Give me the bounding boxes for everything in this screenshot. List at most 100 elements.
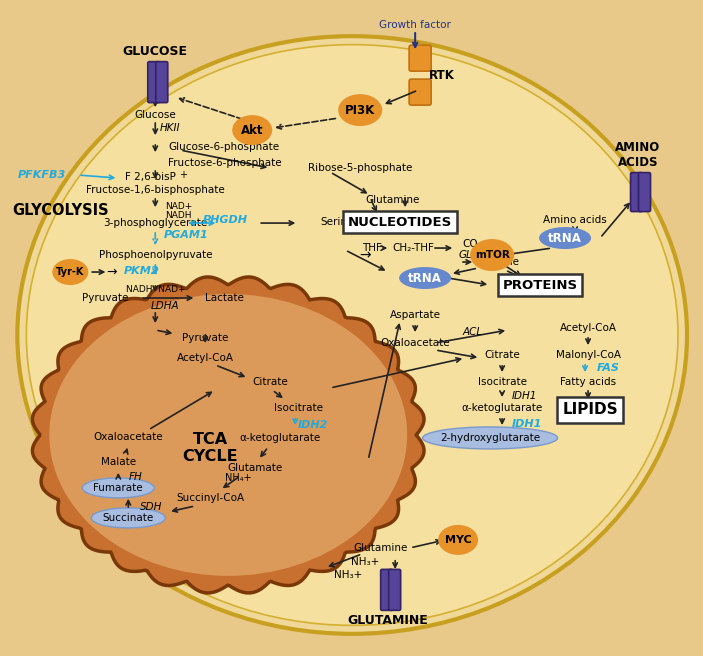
Text: MYC: MYC [445,535,472,545]
Text: Glutamate: Glutamate [228,463,283,473]
Text: Glutamine: Glutamine [365,195,420,205]
Text: NH₄+: NH₄+ [225,473,252,483]
Text: 2-hydroxyglutarate: 2-hydroxyglutarate [440,433,540,443]
Text: +: + [179,170,187,180]
Ellipse shape [49,294,407,576]
Ellipse shape [18,36,687,634]
Text: Glycine: Glycine [480,257,519,267]
Text: Ribose-5-phosphate: Ribose-5-phosphate [308,163,413,173]
Text: RTK: RTK [430,69,455,81]
Text: PGAM1: PGAM1 [163,230,208,240]
Text: α-ketoglutarate: α-ketoglutarate [240,433,321,443]
Ellipse shape [82,478,154,498]
Ellipse shape [26,45,678,625]
Text: →: → [359,248,371,262]
Ellipse shape [539,227,591,249]
Text: GLUTAMINE: GLUTAMINE [348,614,429,627]
Text: PFKFB3: PFKFB3 [18,170,67,180]
Text: Oxaloacetate: Oxaloacetate [380,338,450,348]
Text: Citrate: Citrate [484,350,520,360]
Text: F 2,6-bisP: F 2,6-bisP [125,172,176,182]
Text: 3-phosphoglycerate: 3-phosphoglycerate [103,218,207,228]
Text: NH₃+: NH₃+ [334,570,362,580]
Ellipse shape [438,525,478,555]
Text: tRNA: tRNA [548,232,582,245]
Text: Fructose-1,6-bisphosphate: Fructose-1,6-bisphosphate [86,185,225,195]
Text: Oxaloacetate: Oxaloacetate [93,432,163,442]
Text: Lactate: Lactate [205,293,244,303]
Text: Pyruvate: Pyruvate [182,333,228,343]
Text: PHGDH: PHGDH [202,215,247,225]
Text: Glucose-6-phosphate: Glucose-6-phosphate [168,142,279,152]
Ellipse shape [338,94,382,126]
Text: FAS: FAS [597,363,620,373]
Text: Isocitrate: Isocitrate [477,377,527,387]
Text: AMINO
ACIDS: AMINO ACIDS [615,141,661,169]
Ellipse shape [399,267,451,289]
Text: SDH: SDH [141,502,162,512]
Text: NH₃+: NH₃+ [351,557,380,567]
Text: TCA
CYCLE: TCA CYCLE [183,432,238,464]
Text: LIPIDS: LIPIDS [562,403,618,417]
Text: Succinate: Succinate [103,513,154,523]
Text: GLUCOSE: GLUCOSE [123,45,188,58]
Text: Pyruvate: Pyruvate [82,293,128,303]
Text: Amino acids: Amino acids [543,215,607,225]
Text: Fructose-6-phosphate: Fructose-6-phosphate [168,158,282,168]
Text: Fatty acids: Fatty acids [560,377,616,387]
Text: IDH1: IDH1 [512,391,538,401]
Text: Isocitrate: Isocitrate [273,403,323,413]
Text: IDH1: IDH1 [512,419,543,429]
Text: CO₂: CO₂ [462,239,482,249]
Text: PKM2: PKM2 [123,266,159,276]
Polygon shape [32,277,424,593]
Text: →: → [106,266,117,279]
Text: NADH: NADH [165,211,192,220]
Text: NUCLEOTIDES: NUCLEOTIDES [348,216,452,228]
FancyBboxPatch shape [409,45,431,71]
Text: Succinyl-CoA: Succinyl-CoA [176,493,245,503]
Ellipse shape [232,115,272,145]
Text: tRNA: tRNA [408,272,442,285]
Text: Glucose: Glucose [134,110,176,120]
Text: Fumarate: Fumarate [93,483,143,493]
Text: Malonyl-CoA: Malonyl-CoA [555,350,621,360]
Text: Glutamine: Glutamine [353,543,407,553]
Text: IDH2: IDH2 [298,420,328,430]
Text: Malate: Malate [101,457,136,467]
Text: Serine: Serine [320,217,354,227]
Text: PI3K: PI3K [345,104,375,117]
FancyBboxPatch shape [148,62,160,102]
Text: mTOR: mTOR [475,250,510,260]
Text: GLDC*: GLDC* [458,250,492,260]
Text: α-ketoglutarate: α-ketoglutarate [461,403,543,413]
Ellipse shape [91,508,165,528]
Text: Akt: Akt [241,123,264,136]
Text: Citrate: Citrate [252,377,288,387]
Text: FH: FH [128,472,142,482]
Ellipse shape [470,239,514,271]
Text: NADH  NAD+: NADH NAD+ [126,285,185,293]
Text: GLYCOLYSIS: GLYCOLYSIS [12,203,109,218]
FancyBboxPatch shape [409,79,431,105]
FancyBboxPatch shape [638,173,650,211]
Ellipse shape [423,427,557,449]
Text: NAD+: NAD+ [165,201,193,211]
Text: THF: THF [362,243,382,253]
Text: Aspartate: Aspartate [389,310,441,320]
FancyBboxPatch shape [631,173,643,211]
Text: Acetyl-CoA: Acetyl-CoA [560,323,617,333]
Text: Tyr-K: Tyr-K [56,267,84,277]
Text: HKII: HKII [160,123,181,133]
Text: Growth factor: Growth factor [379,20,451,30]
FancyBboxPatch shape [380,569,393,610]
Ellipse shape [52,259,89,285]
Text: CH₂-THF: CH₂-THF [392,243,434,253]
Text: Phosphoenolpyruvate: Phosphoenolpyruvate [98,250,212,260]
FancyBboxPatch shape [389,569,401,610]
Text: ACL: ACL [462,327,482,337]
Text: Acetyl-CoA: Acetyl-CoA [176,353,234,363]
Text: LDHA: LDHA [151,301,179,311]
FancyBboxPatch shape [156,62,168,102]
Text: PROTEINS: PROTEINS [503,279,578,291]
